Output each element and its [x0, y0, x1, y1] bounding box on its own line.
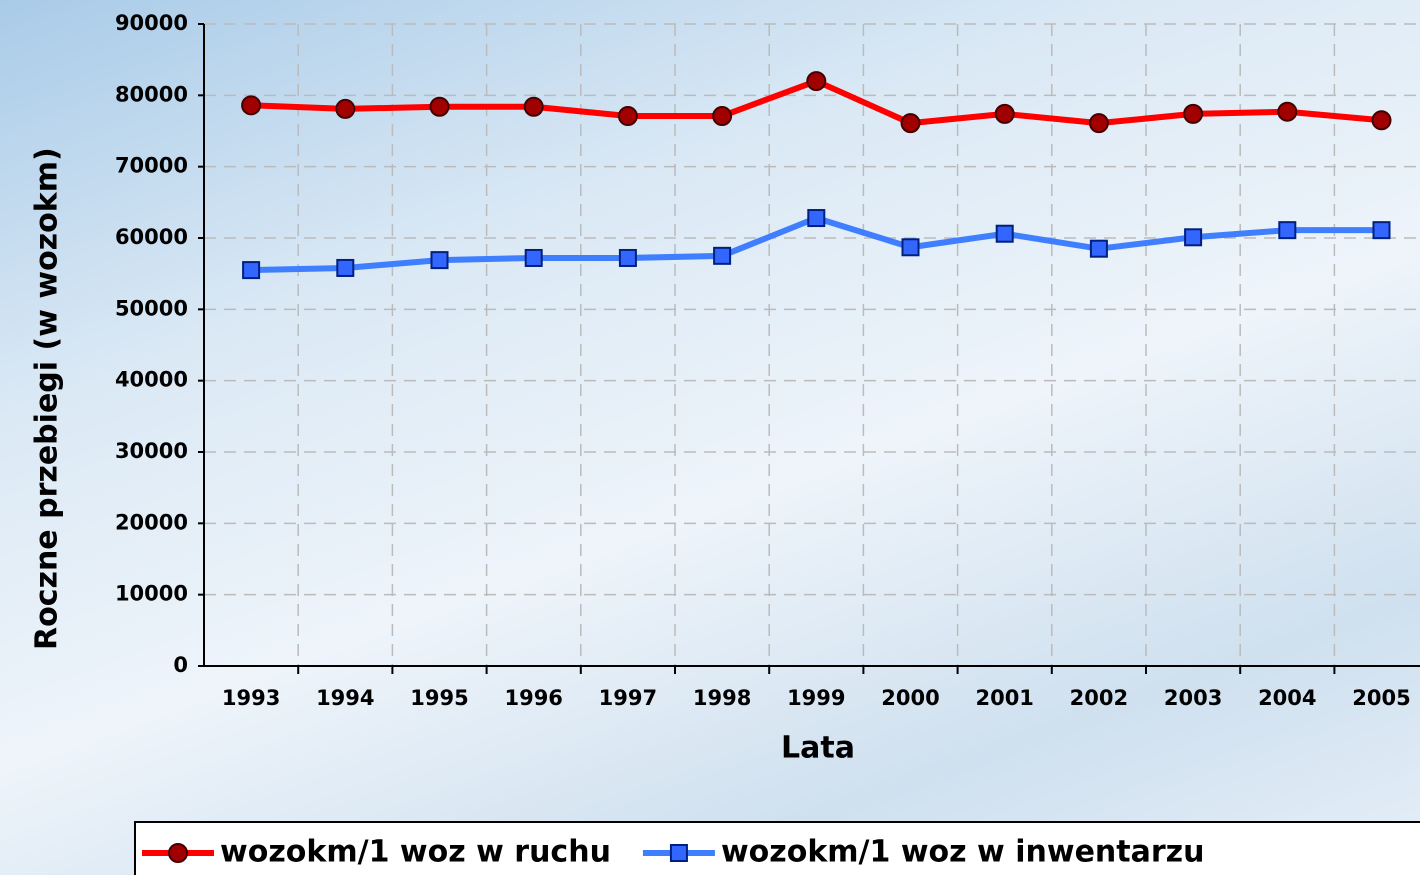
y-axis-label: Roczne przebiegi (w wozokm) — [30, 147, 65, 650]
legend-label: wozokm/1 woz w ruchu — [220, 835, 611, 870]
point — [429, 96, 450, 117]
y-tick-label: 80000 — [115, 82, 188, 106]
point — [1278, 221, 1297, 240]
x-tick-label: 2000 — [881, 686, 939, 710]
point — [1371, 110, 1392, 131]
x-tick-label: 1997 — [599, 686, 657, 710]
point — [1372, 221, 1391, 240]
x-tick-label: 1993 — [222, 686, 280, 710]
point — [1277, 101, 1298, 122]
x-tick-label: 2003 — [1164, 686, 1222, 710]
point — [618, 248, 637, 267]
point — [335, 98, 356, 119]
point — [807, 209, 826, 228]
legend-box — [134, 821, 1420, 875]
point — [1088, 113, 1109, 134]
legend-marker — [168, 843, 188, 863]
y-tick-label: 20000 — [115, 510, 188, 534]
point — [1184, 228, 1203, 247]
y-tick-label: 10000 — [115, 582, 188, 606]
point — [1183, 103, 1204, 124]
x-tick-label: 1995 — [410, 686, 468, 710]
x-tick-label: 1998 — [693, 686, 751, 710]
point — [336, 258, 355, 277]
point — [617, 106, 638, 127]
point — [994, 103, 1015, 124]
point — [901, 238, 920, 257]
x-tick-label: 1999 — [787, 686, 845, 710]
y-tick-label: 50000 — [115, 296, 188, 320]
point — [430, 251, 449, 270]
x-tick-label: 2005 — [1352, 686, 1410, 710]
point — [241, 95, 262, 116]
point — [995, 224, 1014, 243]
x-tick-label: 2004 — [1258, 686, 1316, 710]
y-tick-label: 70000 — [115, 154, 188, 178]
point — [242, 261, 261, 280]
point — [1089, 239, 1108, 258]
point — [713, 246, 732, 265]
point — [524, 248, 543, 267]
y-tick-label: 60000 — [115, 225, 188, 249]
point — [712, 106, 733, 127]
point — [900, 113, 921, 134]
point — [523, 96, 544, 117]
x-axis-label: Lata — [781, 731, 855, 766]
y-tick-label: 90000 — [115, 11, 188, 35]
x-tick-label: 1996 — [504, 686, 562, 710]
point — [806, 71, 827, 92]
x-tick-label: 2002 — [1070, 686, 1128, 710]
legend-marker — [669, 844, 688, 862]
legend-label: wozokm/1 woz w inwentarzu — [721, 835, 1205, 870]
x-tick-label: 1994 — [316, 686, 374, 710]
x-tick-label: 2001 — [975, 686, 1033, 710]
y-tick-label: 40000 — [115, 368, 188, 392]
y-tick-label: 30000 — [115, 439, 188, 463]
y-tick-label: 0 — [173, 653, 188, 677]
